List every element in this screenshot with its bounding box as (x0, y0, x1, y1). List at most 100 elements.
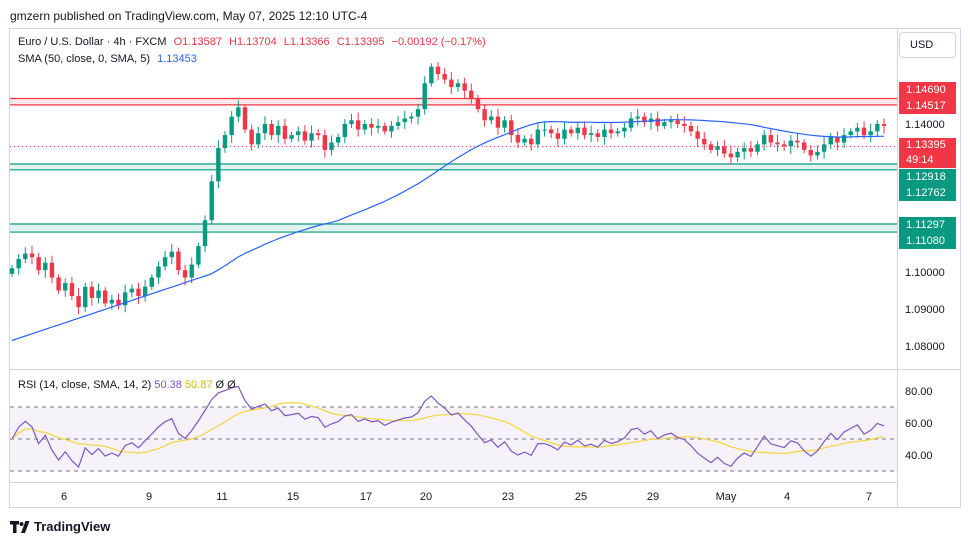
candle-body (69, 283, 75, 297)
time-axis-label: 15 (287, 491, 299, 503)
candle-body (176, 251, 181, 271)
candle-body (342, 124, 348, 137)
candle-body (515, 135, 521, 143)
candle (768, 128, 774, 147)
candle-body (196, 246, 201, 265)
candle (582, 121, 587, 140)
candle (801, 139, 807, 154)
candle-body (475, 98, 481, 110)
candle (102, 287, 108, 307)
candle-body (442, 74, 447, 80)
candle (116, 293, 121, 310)
candle-body (369, 124, 374, 128)
candle-body (375, 125, 381, 128)
candle-body (49, 262, 55, 278)
candle (841, 128, 847, 149)
candle (595, 129, 600, 142)
candle-body (529, 138, 534, 145)
price-tag-r2: 1.14517 (899, 98, 956, 114)
candle-body (362, 124, 367, 130)
candle-body (395, 122, 401, 126)
candle (555, 127, 561, 147)
candle-body (302, 131, 308, 141)
candle-body (89, 286, 95, 298)
candle (702, 131, 707, 150)
candle (289, 131, 294, 143)
tradingview-logo[interactable]: TradingView (10, 519, 110, 534)
candle (256, 126, 261, 149)
candle-body (668, 120, 674, 123)
candle (329, 135, 334, 156)
candle (435, 61, 441, 81)
candle-body (149, 277, 154, 287)
candle (189, 257, 194, 284)
candle-body (16, 259, 21, 269)
candle (216, 140, 221, 189)
candle-body (96, 290, 101, 298)
candle-body (129, 288, 135, 293)
sma-label[interactable]: SMA (50, close, 0, SMA, 5) (18, 53, 151, 65)
tradingview-logo-icon (10, 520, 30, 533)
candle (49, 255, 55, 284)
time-axis-label: 9 (146, 491, 152, 503)
candle (369, 118, 374, 136)
candle (322, 129, 328, 158)
currency-button[interactable]: USD (899, 32, 956, 58)
candle-body (229, 116, 234, 136)
candle (202, 215, 208, 253)
candle-body (761, 135, 767, 145)
candle (296, 126, 301, 142)
time-axis-label: 4 (784, 491, 790, 503)
candle-body (429, 66, 434, 84)
candle-body (209, 181, 214, 221)
time-axis-label: 6 (61, 491, 67, 503)
rsi-sma-value: 50.87 (184, 379, 213, 391)
candle (655, 111, 660, 132)
chart-frame[interactable] (9, 28, 961, 508)
candle-body (296, 131, 301, 136)
candle-body (322, 135, 328, 150)
candle-body (289, 135, 294, 139)
candle-body (881, 124, 887, 126)
candle (608, 122, 614, 139)
candle (668, 115, 674, 129)
candle (562, 122, 567, 145)
symbol-label[interactable]: Euro / U.S. Dollar · 4h · FXCM (18, 36, 167, 48)
candle-body (655, 118, 660, 126)
candle-body (875, 124, 880, 132)
candle (56, 274, 61, 294)
candle (122, 284, 128, 313)
candle-body (329, 142, 334, 150)
candle-body (9, 268, 15, 274)
candle-body (402, 118, 407, 123)
candle (156, 261, 161, 284)
candle-body (309, 133, 314, 141)
candle-body (142, 286, 148, 297)
candle-body (735, 151, 740, 158)
candle-body (595, 133, 600, 137)
rsi-label[interactable]: RSI (14, close, SMA, 14, 2) (18, 379, 152, 391)
candle (728, 145, 734, 165)
candle-body (855, 127, 860, 132)
time-axis-label: 23 (502, 491, 514, 503)
time-axis-label: 29 (647, 491, 659, 503)
candle (469, 83, 474, 104)
candle-body (182, 270, 188, 278)
candle (162, 250, 168, 271)
price-tag-s1: 1.12918 (899, 169, 956, 185)
candle-body (335, 136, 341, 143)
candle (382, 122, 387, 135)
candle-body (608, 129, 614, 134)
candle (302, 125, 308, 145)
time-axis-label: 7 (866, 491, 872, 503)
candle (76, 288, 81, 315)
candle-body (821, 144, 827, 152)
candle-body (102, 290, 108, 304)
candle (276, 120, 281, 143)
candle-body (83, 286, 88, 308)
candle (502, 116, 507, 133)
candle (96, 283, 101, 304)
candle (615, 128, 620, 137)
candle-body (562, 129, 567, 139)
